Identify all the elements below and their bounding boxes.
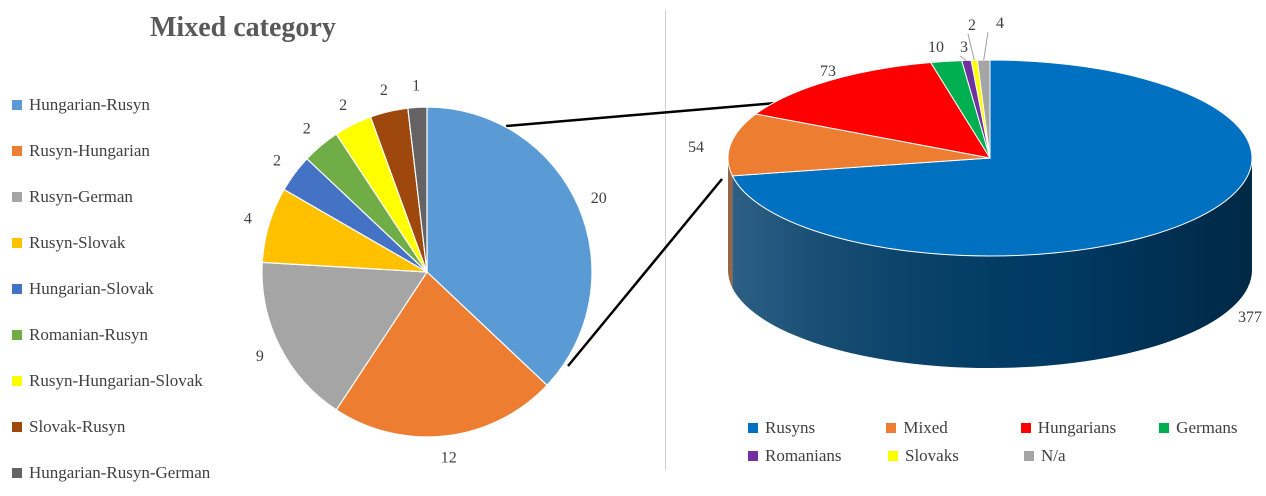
- legend-overall: Rusyns Mixed Hungarians Germans Romanians Sl…: [748, 414, 1258, 470]
- legend-label: Mixed: [903, 418, 948, 437]
- data-label-germans: 10: [928, 39, 944, 56]
- legend-item-mixed: Mixed: [886, 418, 1020, 438]
- legend-swatch: [12, 422, 22, 432]
- legend-item-hungarian-slovak: Hungarian-Slovak: [12, 266, 210, 312]
- divider: [665, 10, 666, 470]
- legend-item-rusyn-german: Rusyn-German: [12, 174, 210, 220]
- slice-rusyn-hungarian: [335, 271, 548, 438]
- legend-swatch: [12, 100, 22, 110]
- chart-title: Mixed category: [150, 12, 336, 43]
- slice-hungarian-rusyn-german: [407, 106, 428, 273]
- data-label-rusyns: 377: [1238, 309, 1262, 326]
- leader-line-n-a: [983, 31, 989, 61]
- legend-label: N/a: [1041, 446, 1066, 465]
- legend-label: Rusyns: [765, 418, 816, 437]
- slice-rusyns: [731, 59, 1253, 257]
- data-label-hungarian-slovak: 2: [273, 152, 281, 169]
- pie-overall: 377 54 73 10 32 4: [688, 15, 1262, 368]
- legend-label: Romanians: [765, 446, 842, 465]
- side-shading: [728, 158, 1252, 368]
- data-label-rusyn-hungarian: 12: [441, 450, 457, 467]
- legend-mixed: Hungarian-Rusyn Rusyn-Hungarian Rusyn-Germ…: [12, 82, 210, 496]
- pie-top: [727, 59, 1253, 257]
- legend-swatch: [886, 423, 897, 433]
- legend-item-rusyn-hungarian-slovak: Rusyn-Hungarian-Slovak: [12, 358, 210, 404]
- legend-item-germans: Germans: [1159, 418, 1258, 438]
- connector-line-bottom: [567, 178, 723, 367]
- legend-item-rusyn-hungarian: Rusyn-Hungarian: [12, 128, 210, 174]
- legend-swatch: [1024, 451, 1034, 461]
- data-label-slovak-rusyn: 2: [380, 82, 388, 99]
- legend-item-romanians: Romanians: [748, 446, 888, 466]
- legend-label: Romanian-Rusyn: [29, 325, 148, 344]
- data-label-romanians: 3: [960, 39, 968, 56]
- legend-swatch: [12, 376, 22, 386]
- legend-swatch: [12, 284, 22, 294]
- slice-hungarians: [754, 62, 992, 159]
- pie-mixed: 20 12 9 4 2 2 2 2 1: [244, 77, 607, 466]
- legend-item-romanian-rusyn: Romanian-Rusyn: [12, 312, 210, 358]
- leader-line-slovaks: [967, 33, 975, 61]
- data-label-hungarian-rusyn-german: 1: [412, 77, 420, 94]
- legend-label: Rusyn-Hungarian-Slovak: [29, 371, 203, 390]
- legend-label: Rusyn-Hungarian: [29, 141, 150, 160]
- data-label-rusyn-slovak: 4: [244, 210, 252, 227]
- legend-swatch: [748, 451, 758, 461]
- legend-label: Hungarian-Slovak: [29, 279, 154, 298]
- data-label-n-a: 4: [996, 15, 1004, 32]
- legend-item-hungarian-rusyn: Hungarian-Rusyn: [12, 82, 210, 128]
- data-label-romanian-rusyn: 2: [303, 121, 311, 138]
- data-label-mixed: 54: [688, 139, 704, 156]
- data-label-slovaks: 2: [968, 17, 976, 34]
- legend-swatch: [12, 468, 22, 478]
- legend-item-rusyns: Rusyns: [748, 418, 886, 438]
- legend-label: Germans: [1176, 418, 1238, 437]
- slice-rusyn-german: [261, 261, 429, 411]
- legend-swatch: [12, 330, 22, 340]
- legend-swatch: [12, 192, 22, 202]
- legend-swatch: [1159, 423, 1170, 433]
- legend-item-slovaks: Slovaks: [888, 446, 1024, 466]
- data-label-rusyn-german: 9: [256, 348, 264, 365]
- legend-swatch: [888, 451, 898, 461]
- data-label-rusyn-hungarian-slovak: 2: [339, 97, 347, 114]
- legend-item-rusyn-slovak: Rusyn-Slovak: [12, 220, 210, 266]
- legend-swatch: [1020, 423, 1031, 433]
- data-label-hungarian-rusyn: 20: [591, 190, 607, 207]
- slice-mixed: [727, 113, 991, 177]
- legend-label: Slovak-Rusyn: [29, 417, 126, 436]
- legend-label: Rusyn-German: [29, 187, 133, 206]
- legend-swatch: [12, 146, 22, 156]
- legend-item-hungarians: Hungarians: [1020, 418, 1159, 438]
- legend-label: Hungarian-Rusyn: [29, 95, 150, 114]
- legend-item-n-a: N/a: [1024, 446, 1160, 466]
- leader-line-romanians: [959, 55, 967, 61]
- connector-line-top: [505, 101, 777, 128]
- slice-n-a: [976, 59, 991, 159]
- legend-label: Slovaks: [905, 446, 959, 465]
- legend-item-slovak-rusyn: Slovak-Rusyn: [12, 404, 210, 450]
- legend-swatch: [748, 423, 758, 433]
- slice-hungarian-rusyn: [426, 106, 593, 387]
- legend-label: Rusyn-Slovak: [29, 233, 126, 252]
- legend-swatch: [12, 238, 22, 248]
- legend-label: Hungarians: [1037, 418, 1117, 437]
- data-label-hungarians: 73: [820, 63, 836, 80]
